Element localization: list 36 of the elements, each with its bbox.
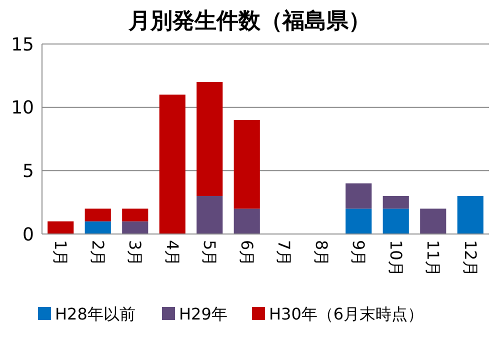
x-tick-label: 10月 bbox=[386, 240, 406, 276]
bar bbox=[234, 208, 260, 234]
bar bbox=[346, 183, 372, 209]
bar bbox=[122, 208, 148, 222]
x-tick-label: 5月 bbox=[200, 240, 220, 266]
y-tick-label: 10 bbox=[11, 98, 34, 119]
bar bbox=[84, 221, 111, 234]
legend-label: H30年（6月末時点） bbox=[269, 304, 424, 324]
y-tick-label: 0 bbox=[22, 224, 34, 246]
x-tick-label: 9月 bbox=[349, 240, 368, 266]
legend-label: H29年 bbox=[179, 304, 228, 324]
bar bbox=[48, 221, 74, 234]
x-tick-label: 2月 bbox=[88, 240, 108, 266]
bar bbox=[196, 196, 223, 234]
x-tick-label: 8月 bbox=[312, 240, 331, 266]
bar bbox=[196, 82, 223, 196]
x-tick-label: 11月 bbox=[424, 240, 443, 276]
bar bbox=[382, 196, 409, 209]
y-tick-label: 15 bbox=[11, 34, 34, 56]
bar bbox=[159, 94, 186, 234]
x-tick-label: 1月 bbox=[51, 240, 70, 266]
bar bbox=[122, 221, 148, 234]
bar bbox=[234, 120, 260, 209]
x-tick-label: 12月 bbox=[460, 240, 480, 276]
legend-label: H28年以前 bbox=[55, 304, 136, 324]
bar bbox=[84, 208, 111, 222]
bar bbox=[420, 208, 446, 234]
bar bbox=[457, 196, 484, 234]
bar bbox=[346, 208, 372, 234]
y-tick-label: 5 bbox=[22, 160, 34, 182]
x-tick-label: 3月 bbox=[126, 240, 145, 266]
chart-title: 月別発生件数（福島県） bbox=[128, 9, 370, 34]
x-tick-label: 4月 bbox=[162, 240, 182, 266]
bar bbox=[382, 208, 409, 234]
x-tick-label: 6月 bbox=[237, 240, 256, 266]
x-tick-label: 7月 bbox=[274, 240, 294, 266]
